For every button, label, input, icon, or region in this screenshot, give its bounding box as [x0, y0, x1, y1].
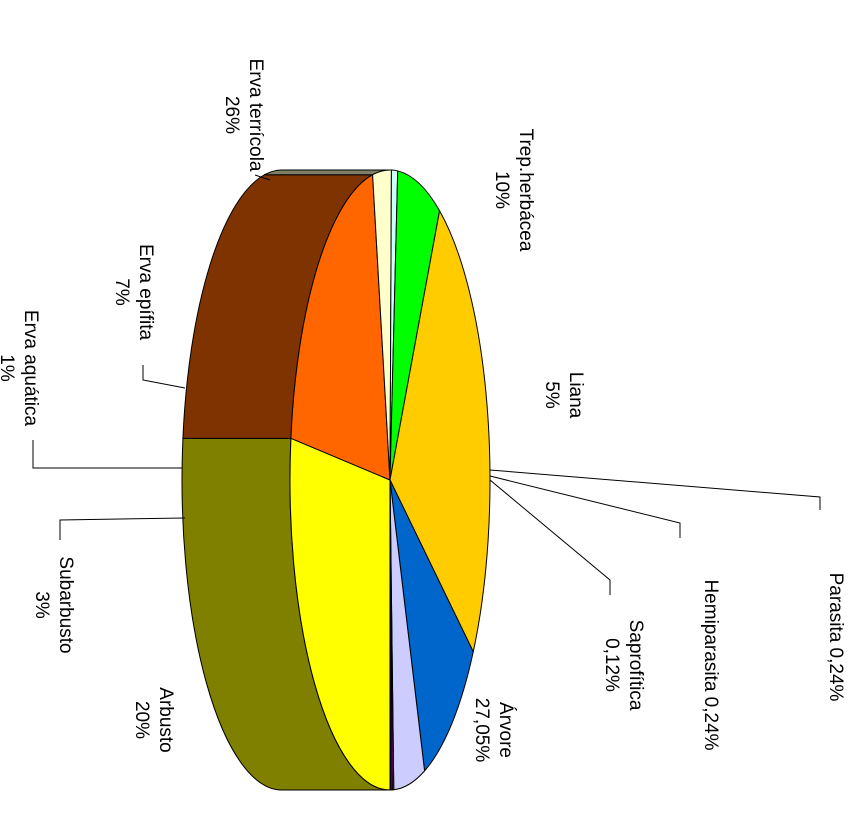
value-label: 10% [491, 171, 512, 209]
label-text: Parasita 0,24% [825, 573, 846, 702]
slice-arvore [289, 437, 391, 791]
value-label: 7% [111, 278, 132, 306]
value-label: 27,05% [471, 698, 492, 763]
slice-erva-terricola [389, 210, 491, 653]
value-label: 1% [0, 354, 17, 382]
label-text: Saprofítica [625, 620, 646, 711]
pie-top-slices [289, 169, 491, 791]
leader-subarbusto [59, 517, 186, 540]
value-label: 0,12% [601, 638, 622, 692]
label-text: Trep.herbácea [515, 129, 536, 252]
label-text: Hemiparasita 0,24% [700, 579, 721, 750]
leader-erva-aquatica [32, 440, 182, 469]
slice-arbusto [290, 174, 391, 481]
leader-saprofitica [489, 479, 611, 595]
slice-trep-herbacea [389, 479, 474, 772]
label-text: Erva epífita [135, 244, 156, 341]
leader-hemiparasita [489, 475, 681, 538]
label-parasita: Parasita 0,24% [825, 573, 846, 702]
label-text: Liana [565, 372, 586, 419]
label-text: Arbusto [155, 687, 176, 752]
value-label: 20% [131, 701, 152, 739]
leader-parasita [489, 469, 821, 510]
slice-erva-epifita [389, 170, 441, 481]
value-label: 3% [31, 591, 52, 619]
label-text: Erva aquática [20, 310, 41, 427]
label-text: Árvore [495, 702, 516, 758]
label-text: Erva terrícola [245, 59, 266, 172]
leader-erva-terricola [254, 174, 271, 181]
pie-depth-sides [181, 169, 391, 791]
value-label: 26% [221, 96, 242, 134]
label-text: Subarbusto [55, 556, 76, 653]
slice-saprofitica [389, 479, 392, 791]
value-label: 5% [541, 381, 562, 409]
side-subarbusto [264, 169, 391, 176]
leader-erva-epifita [142, 365, 186, 389]
leader-lines [32, 174, 821, 595]
label-hemiparasita: Hemiparasita 0,24% [700, 579, 721, 750]
